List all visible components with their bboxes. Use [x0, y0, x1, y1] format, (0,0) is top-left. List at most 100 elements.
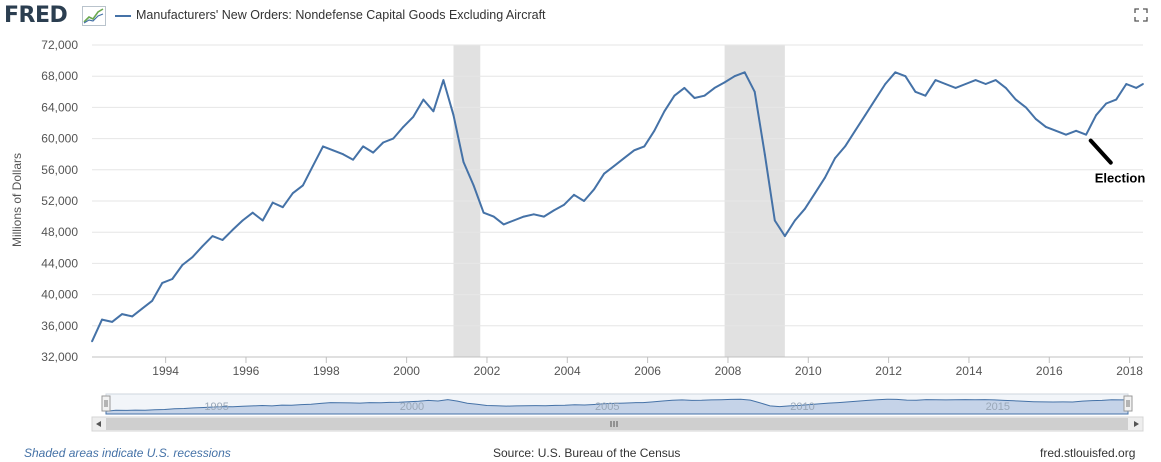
data-point: [151, 299, 154, 302]
y-tick-label: 72,000: [41, 38, 78, 52]
x-axis-ticks: 1994 1996 1998 2000 2002 2004 2006 2008 2010 2012…: [92, 356, 1143, 378]
site-link[interactable]: fred.stlouisfed.org: [1040, 446, 1136, 460]
navigator-label: 2015: [986, 401, 1010, 413]
x-tick-label: 2002: [474, 364, 501, 378]
data-point: [201, 245, 204, 248]
source-note: Source: U.S. Bureau of the Census: [493, 446, 681, 460]
navigator-handle-right[interactable]: [1123, 395, 1133, 412]
x-tick-label: 2016: [1036, 364, 1063, 378]
data-point: [281, 206, 284, 209]
data-point: [1135, 87, 1138, 89]
data-point: [793, 219, 796, 222]
data-point: [221, 239, 224, 241]
data-point: [1125, 83, 1128, 85]
data-point: [683, 87, 686, 89]
data-point: [191, 256, 194, 259]
data-point: [1055, 129, 1057, 132]
data-point: [181, 264, 184, 266]
data-point: [924, 94, 927, 97]
fullscreen-icon[interactable]: [1134, 8, 1148, 22]
data-point: [733, 75, 736, 78]
x-tick-label: 2014: [956, 364, 983, 378]
data-point: [1115, 98, 1118, 101]
data-point: [241, 219, 244, 222]
x-tick-label: 1994: [152, 364, 179, 378]
scroll-left-icon[interactable]: [96, 421, 101, 427]
data-point: [312, 165, 314, 167]
data-point: [613, 165, 616, 167]
x-tick-label: 2008: [715, 364, 742, 378]
legend-label[interactable]: Manufacturers' New Orders: Nondefense Ca…: [136, 8, 546, 22]
x-tick-label: 2012: [875, 364, 902, 378]
data-point: [964, 83, 967, 85]
y-axis-label: Millions of Dollars: [10, 153, 24, 247]
data-point: [553, 209, 555, 212]
data-point: [91, 340, 93, 343]
data-point: [502, 223, 505, 226]
x-tick-label: 1998: [313, 364, 340, 378]
navigator-label: 2000: [400, 401, 424, 413]
data-point: [171, 278, 174, 280]
data-point: [372, 151, 375, 154]
data-point: [1142, 83, 1144, 85]
data-point: [422, 98, 425, 101]
data-point: [653, 129, 656, 132]
grid-lines: [92, 44, 1143, 358]
y-tick-label: 40,000: [41, 288, 78, 302]
data-point: [1075, 129, 1077, 132]
y-tick-label: 56,000: [41, 163, 78, 177]
x-tick-label: 2010: [795, 364, 822, 378]
x-tick-label: 1996: [233, 364, 260, 378]
navigator-label: 2010: [790, 401, 814, 413]
fred-logo[interactable]: FRED: [4, 3, 68, 28]
data-point: [271, 201, 274, 204]
data-point: [864, 114, 867, 117]
chart: 32,000 36,000 40,000 44,000 48,000 52,000 56,0…: [10, 38, 1146, 432]
legend-swatch: [115, 15, 131, 17]
data-point: [583, 200, 585, 202]
data-point: [773, 219, 776, 222]
y-tick-label: 68,000: [41, 69, 78, 83]
data-point: [884, 83, 887, 85]
y-tick-label: 44,000: [41, 256, 78, 270]
annotation-label: Election: [1095, 171, 1146, 186]
data-point: [713, 87, 716, 89]
chart-header: FRED Manufacturers' New Orders: Nondefen…: [0, 0, 1161, 34]
data-point: [1004, 87, 1007, 89]
navigator-label: 2005: [595, 401, 619, 413]
data-point: [1034, 118, 1037, 120]
navigator-label: 1995: [204, 401, 228, 413]
data-point: [322, 145, 324, 148]
data-point: [623, 157, 626, 160]
data-point: [231, 228, 234, 231]
data-point: [834, 157, 836, 160]
data-point: [161, 282, 164, 284]
data-point: [121, 313, 124, 315]
scroll-right-icon[interactable]: [1134, 421, 1139, 427]
data-point: [643, 145, 646, 148]
x-tick-label: 2004: [554, 364, 581, 378]
data-point: [894, 71, 897, 74]
data-point: [844, 145, 847, 148]
data-point: [824, 176, 826, 179]
data-point: [563, 204, 565, 206]
navigator[interactable]: 1995 2000 2005 2010 2015: [91, 393, 1144, 432]
recession-note: Shaded areas indicate U.S. recessions: [24, 446, 231, 460]
data-point: [763, 153, 766, 156]
data-point: [723, 81, 726, 84]
data-point: [573, 193, 575, 196]
data-point: [854, 129, 857, 132]
data-point: [402, 126, 405, 128]
data-point: [804, 207, 806, 210]
navigator-handle-left[interactable]: [101, 395, 111, 412]
data-point: [442, 79, 445, 81]
data-point: [301, 184, 304, 187]
data-point: [452, 114, 455, 117]
data-point: [743, 71, 746, 74]
data-point: [261, 219, 264, 222]
data-point: [542, 215, 545, 218]
navigator-scrollbar[interactable]: [91, 416, 1144, 432]
data-point: [251, 211, 254, 214]
data-point: [352, 158, 354, 161]
data-point: [1085, 133, 1087, 136]
